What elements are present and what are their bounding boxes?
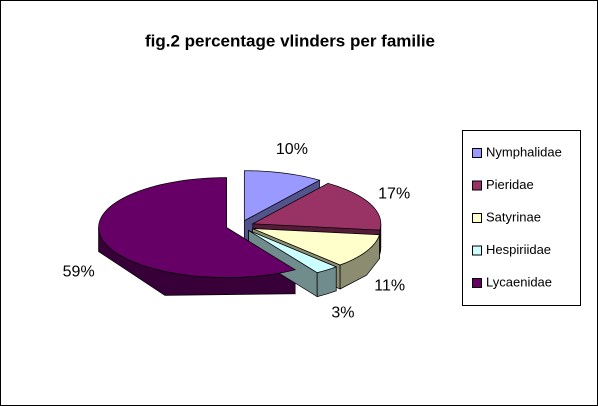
data-label: 10% xyxy=(276,141,308,158)
legend-label: Nymphalidae xyxy=(486,144,562,159)
legend-swatch xyxy=(472,213,482,223)
data-label: 11% xyxy=(374,278,405,295)
data-label: 3% xyxy=(331,304,354,321)
legend-swatch xyxy=(472,278,482,288)
legend-label: Lycaenidae xyxy=(486,274,552,289)
chart-title: fig.2 percentage vlinders per familie xyxy=(145,31,435,50)
data-label: 59% xyxy=(63,264,95,281)
legend-box xyxy=(462,130,581,306)
legend-label: Hespiriidae xyxy=(486,242,551,257)
slice xyxy=(243,170,321,222)
data-label: 17% xyxy=(378,185,410,202)
legend-swatch xyxy=(472,180,482,191)
slice xyxy=(248,230,338,274)
slice xyxy=(98,177,297,278)
legend-swatch xyxy=(472,245,482,256)
slice xyxy=(252,228,380,266)
legend-swatch xyxy=(472,148,482,158)
legend-label: Satyrinae xyxy=(486,209,541,224)
slice xyxy=(251,182,382,231)
legend-label: Pieridae xyxy=(486,177,534,192)
